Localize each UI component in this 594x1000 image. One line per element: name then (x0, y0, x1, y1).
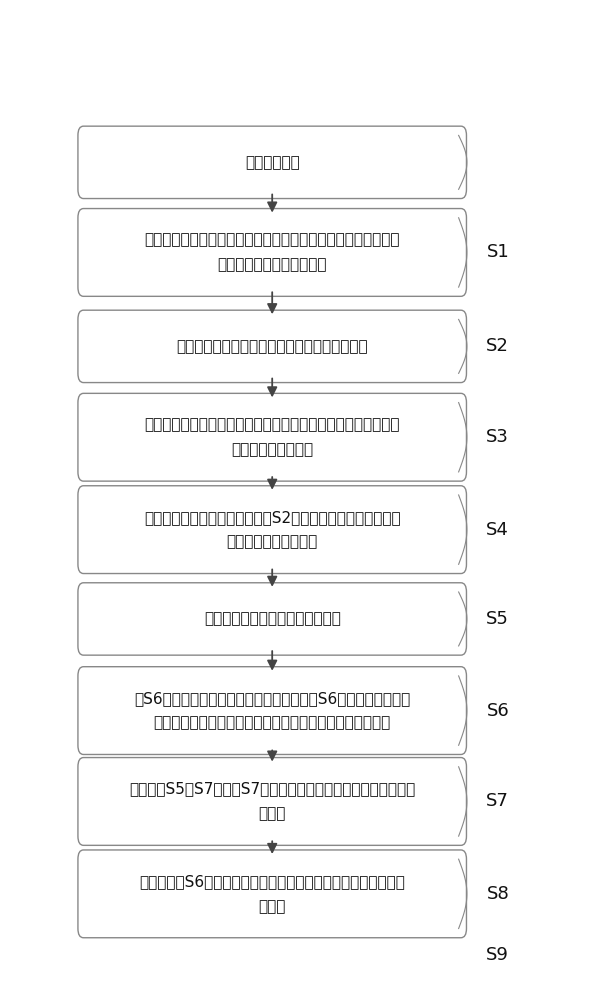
FancyBboxPatch shape (78, 583, 466, 655)
Text: 加预定步长，并将第二当前值更新为该增加预定步长后的值: 加预定步长，并将第二当前值更新为该增加预定步长后的值 (154, 715, 391, 730)
Text: 根据所述参数计算井筒中半径方向环空部分以外各处的热阻值和: 根据所述参数计算井筒中半径方向环空部分以外各处的热阻值和 (144, 233, 400, 248)
Text: 值，计算当前总热阻值: 值，计算当前总热阻值 (226, 534, 318, 549)
Text: S7: S7 (486, 792, 509, 810)
Text: S4: S4 (486, 521, 509, 539)
FancyBboxPatch shape (78, 667, 466, 754)
Text: S2: S2 (486, 337, 509, 355)
Text: 基于第一当前值、第二当前值和S2中环空部分以外各处的热阻: 基于第一当前值、第二当前值和S2中环空部分以外各处的热阻 (144, 510, 400, 525)
Text: S1: S1 (486, 243, 509, 261)
Text: S5: S5 (486, 610, 509, 628)
FancyBboxPatch shape (78, 310, 466, 383)
FancyBboxPatch shape (78, 209, 466, 296)
Text: 将S6中的第一当前值更新为第三当前值；将S6中的第二当前值增: 将S6中的第一当前值更新为第三当前值；将S6中的第二当前值增 (134, 691, 410, 706)
FancyBboxPatch shape (78, 486, 466, 574)
Text: S6: S6 (486, 702, 509, 720)
Text: 循环执行S5～S7，直至S7中更新后的第二当前值大于或等于井筒: 循环执行S5～S7，直至S7中更新后的第二当前值大于或等于井筒 (129, 782, 415, 797)
Text: 对每次执行S6所得的第三当前值求和，所述求和结果确定为井筒: 对每次执行S6所得的第三当前值求和，所述求和结果确定为井筒 (139, 874, 405, 889)
Text: S9: S9 (486, 946, 509, 964)
Text: 的深度: 的深度 (258, 806, 286, 821)
Text: S8: S8 (486, 885, 509, 903)
FancyBboxPatch shape (78, 393, 466, 481)
Text: 基于当前总热阻值确定第三当前值: 基于当前总热阻值确定第三当前值 (204, 611, 340, 626)
Text: S3: S3 (486, 428, 509, 446)
FancyBboxPatch shape (78, 126, 466, 199)
Text: 根据所述上限值设置井筒单元径向热损失初始值: 根据所述上限值设置井筒单元径向热损失初始值 (176, 339, 368, 354)
Text: 读入计算参数: 读入计算参数 (245, 155, 299, 170)
Text: 井筒单元径向热损失上限值: 井筒单元径向热损失上限值 (217, 257, 327, 272)
Text: 位置作为第二当前值: 位置作为第二当前值 (231, 442, 313, 457)
FancyBboxPatch shape (78, 758, 466, 845)
Text: 将所述初始值作为第一当前值；将计算井口位置至其下预订步长: 将所述初始值作为第一当前值；将计算井口位置至其下预订步长 (144, 417, 400, 432)
Text: 热损失: 热损失 (258, 899, 286, 914)
FancyBboxPatch shape (78, 850, 466, 938)
